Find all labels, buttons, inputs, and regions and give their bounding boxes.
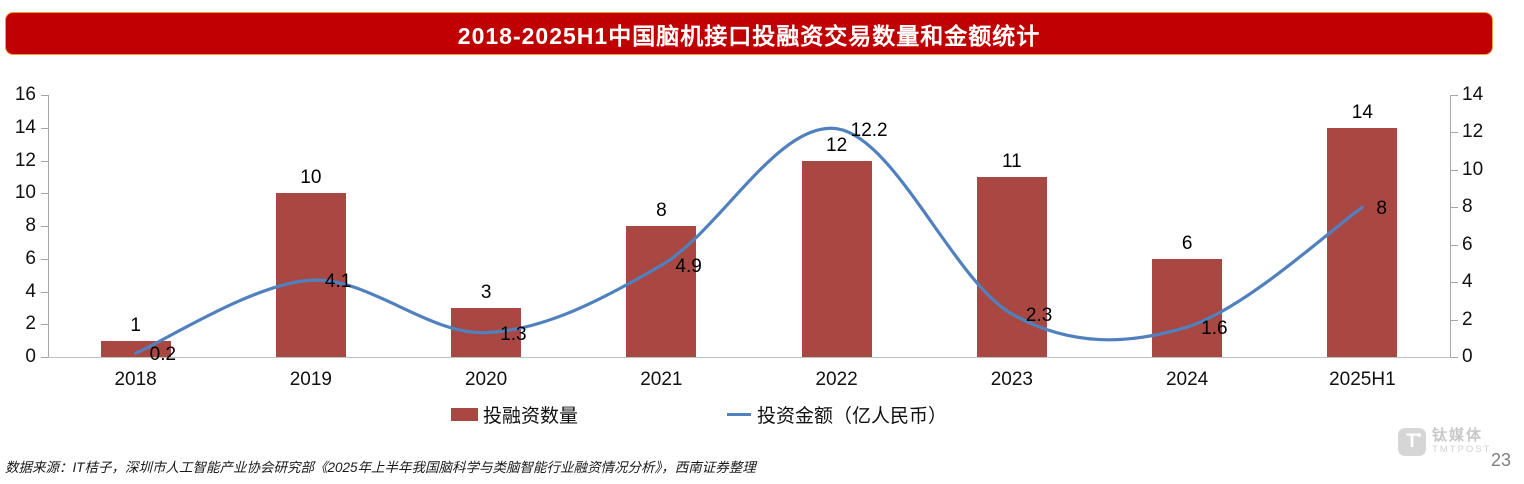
line-value-label: 1.6 [1201,318,1228,340]
right-axis-tick [1451,207,1458,209]
left-axis-tick [41,291,48,293]
right-axis-tick [1451,319,1458,321]
page-number: 23 [1491,450,1512,470]
right-axis-tick [1451,95,1458,96]
left-axis-tick-label: 0 [25,346,36,367]
bar [1327,127,1398,357]
bar-value-label: 14 [1351,101,1373,123]
left-axis-tick-label: 8 [25,215,36,236]
x-axis-category-label: 2020 [464,369,508,390]
bar-value-label: 8 [656,200,667,221]
x-axis-category-label: 2022 [815,369,858,390]
left-axis-tick [41,258,48,260]
bar-value-label: 3 [480,281,492,303]
left-axis-tick [41,127,48,129]
right-axis-tick-label: 12 [1462,121,1484,143]
right-axis-tick-label: 0 [1462,346,1473,367]
right-axis-tick [1451,132,1458,134]
right-axis-tick [1451,357,1458,358]
line-value-label: 8 [1376,198,1387,220]
bar-value-label: 6 [1181,232,1193,254]
bar [976,176,1047,357]
left-axis-tick [41,357,48,358]
bar [626,226,697,357]
bar-series-swatch [451,407,478,421]
watermark-cn-text: 钛媒体 [1432,427,1484,444]
right-axis-tick-label: 6 [1462,233,1473,255]
line-value-label: 0.2 [149,344,177,366]
x-axis-line [48,357,1451,358]
right-axis-tick [1451,282,1458,284]
right-axis-tick-label: 14 [1462,84,1484,105]
left-axis-tick [41,160,48,162]
right-axis-tick-label: 4 [1462,271,1473,293]
x-axis-category-label: 2025H1 [1329,369,1396,390]
line-value-label: 4.1 [324,271,352,293]
left-axis-tick-label: 4 [25,280,36,302]
legend-label: 投资金额（亿人民币） [757,405,948,427]
legend-item-line-series: 投资金额（亿人民币） [727,403,948,427]
legend-label: 投融资数量 [483,405,579,427]
x-axis-category-label: 2018 [114,369,157,390]
left-axis-tick-label: 14 [14,116,36,138]
left-axis-tick [41,226,48,227]
left-axis-tick-label: 12 [14,149,36,171]
right-axis-line [1450,95,1451,357]
left-axis-tick [41,324,48,326]
left-axis-tick-label: 2 [25,313,36,335]
page-title: 2018-2025H1中国脑机接口投融资交易数量和金额统计 [457,22,1041,49]
bar-value-label: 10 [300,167,322,189]
line-series-swatch [727,412,751,416]
left-axis-tick [41,193,48,195]
bar-value-label: 1 [130,314,141,336]
line-value-label: 2.3 [1025,304,1053,326]
left-axis-tick-label: 10 [14,182,36,204]
left-axis-tick [41,95,48,96]
watermark-en-text: TMTPOST [1432,444,1492,455]
right-axis-tick-label: 8 [1462,196,1473,218]
bar [1152,258,1223,357]
x-axis-category-label: 2024 [1165,369,1209,390]
bar-value-label: 11 [1002,150,1022,172]
x-axis-category-label: 2019 [289,369,333,390]
bar [801,160,872,357]
left-axis-tick-label: 16 [14,84,36,105]
data-source-note: 数据来源：IT桔子，深圳市人工智能产业协会研究部《2025年上半年我国脑科学与类… [5,460,756,475]
right-axis-tick-label: 2 [1462,308,1473,330]
line-value-label: 12.2 [850,119,888,141]
x-axis-category-label: 2021 [640,369,683,390]
line-value-label: 4.9 [675,256,702,278]
right-axis-tick [1451,169,1458,171]
line-value-label: 1.3 [500,323,527,345]
title-banner: 2018-2025H1中国脑机接口投融资交易数量和金额统计 [5,12,1493,55]
right-axis-tick-label: 10 [1462,158,1484,180]
right-axis-tick [1451,244,1458,246]
left-axis-tick-label: 6 [25,247,36,269]
x-axis-category-label: 2023 [990,369,1034,390]
tmtpost-logo-icon: T [1398,428,1426,456]
left-axis-line [48,95,49,357]
tmtpost-watermark: T 钛媒体 TMTPOST [1398,428,1491,456]
legend-item-bar-series: 投融资数量 [451,403,579,427]
